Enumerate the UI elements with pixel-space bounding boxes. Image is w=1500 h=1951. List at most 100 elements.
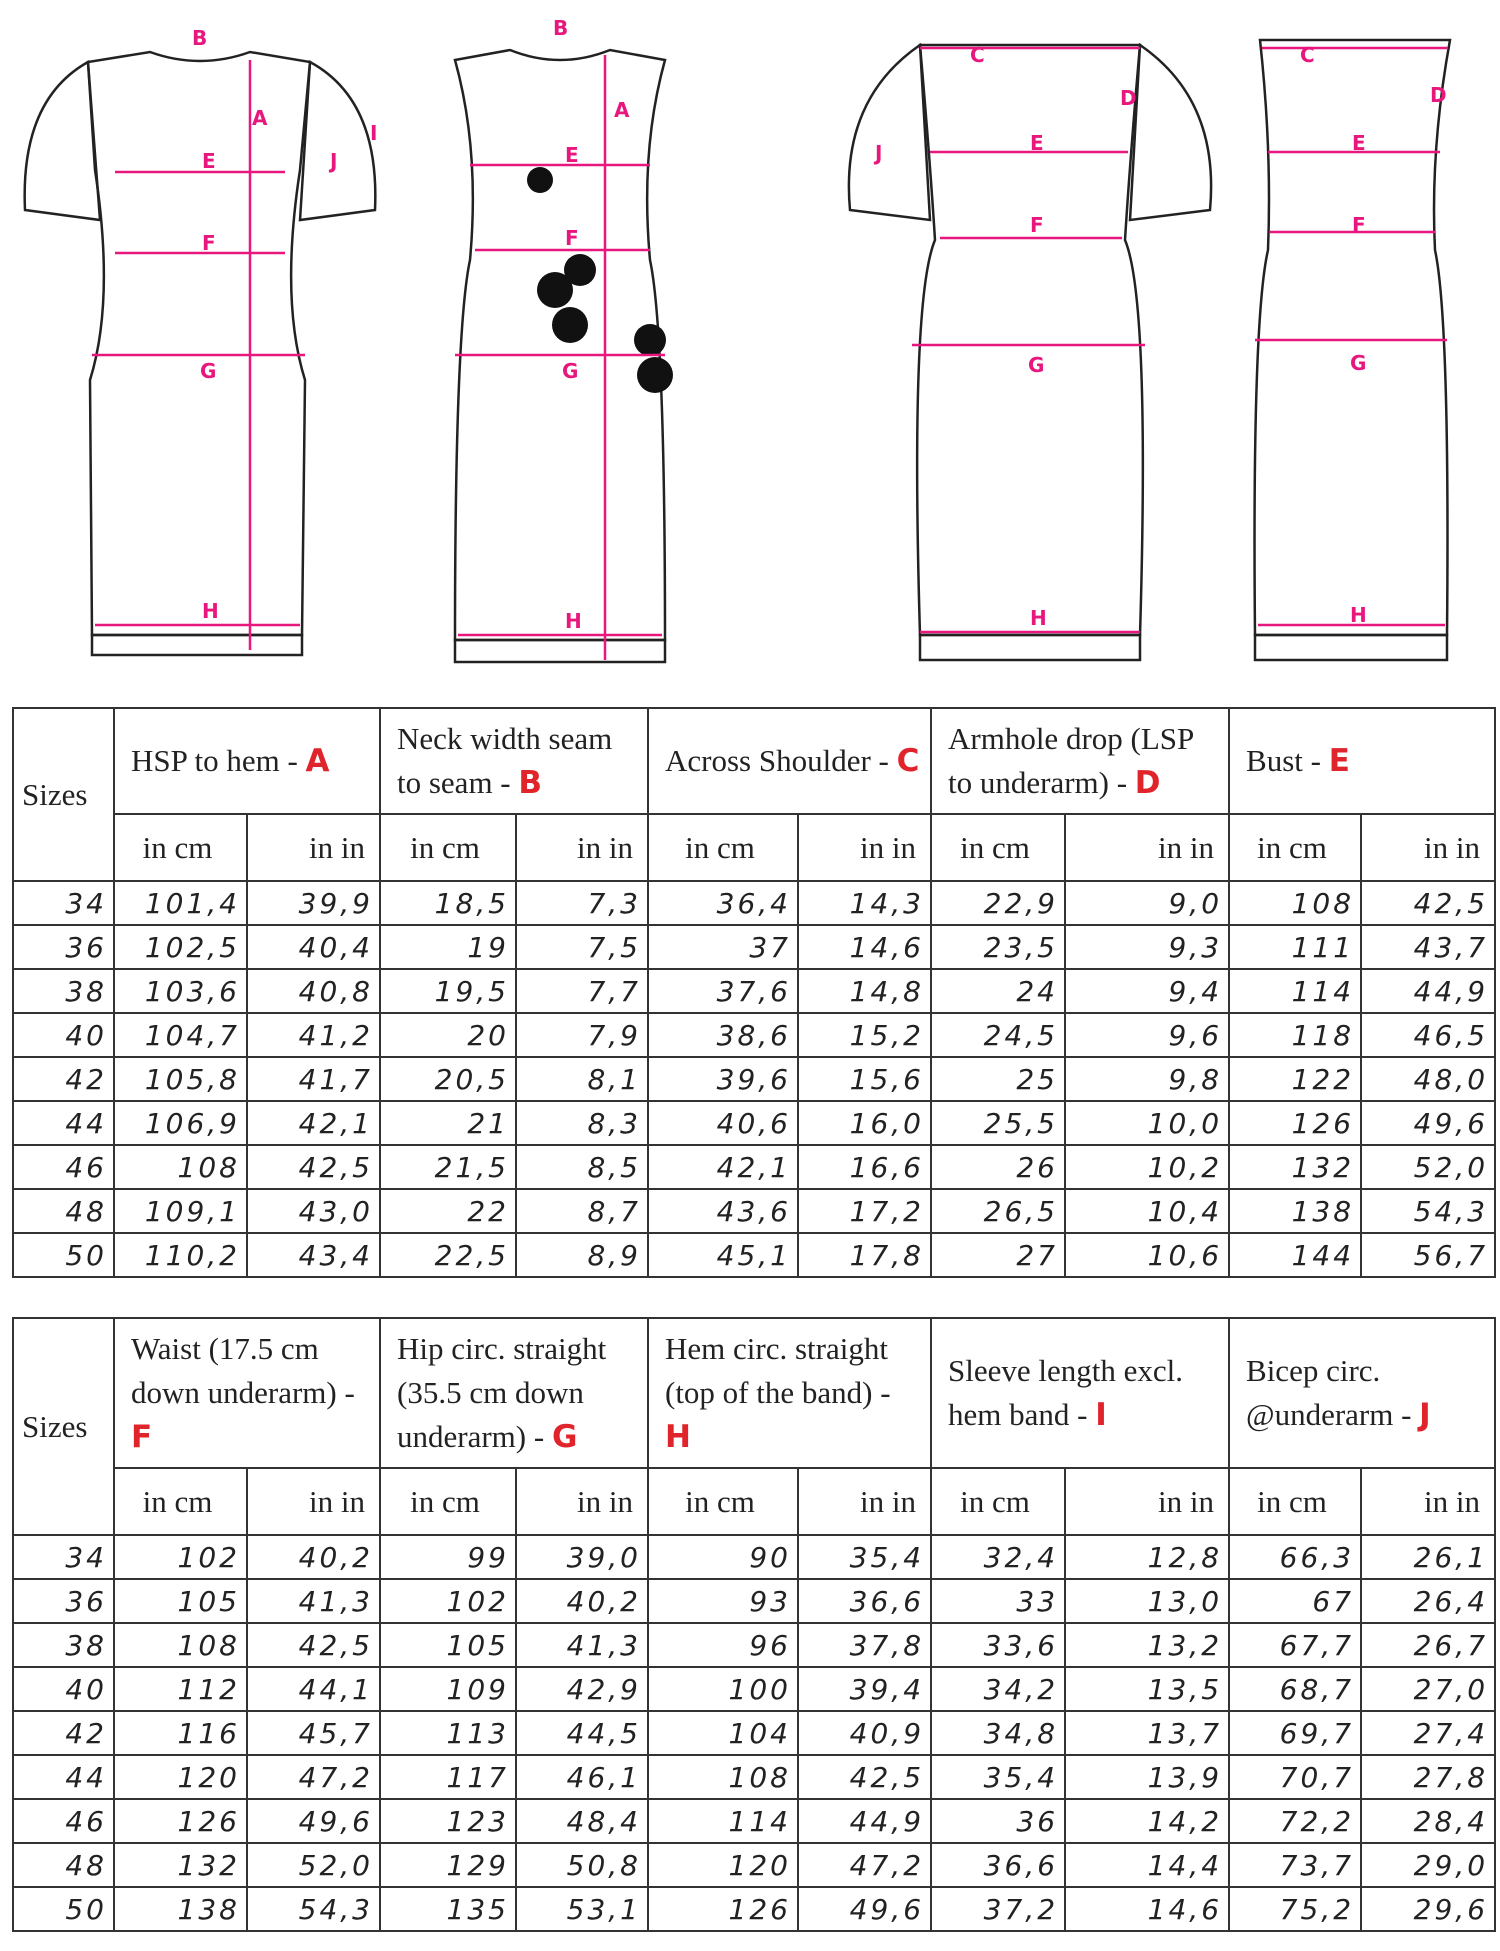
value-cell: 42,5 [796,1754,933,1800]
value-cell: 32,4 [930,1534,1067,1580]
value-cell: 9,8 [1063,1056,1231,1102]
value-cell: 102,5 [113,924,248,970]
unit-in: in in [796,1467,933,1536]
svg-text:H: H [202,599,219,623]
value-cell: 105,8 [113,1056,248,1102]
svg-text:G: G [1350,351,1366,375]
svg-text:E: E [1352,131,1366,155]
value-cell: 16,0 [797,1100,932,1146]
measurement-letter: H [665,1419,691,1455]
value-cell: 27,4 [1360,1710,1497,1756]
value-cell: 8,9 [515,1232,649,1278]
value-cell: 96 [647,1622,799,1668]
sizes-header: Sizes [12,707,115,882]
column-header: Bicep circ. @underarm - J [1228,1317,1497,1469]
size-cell: 48 [12,1842,115,1888]
value-cell: 26,5 [930,1188,1066,1234]
value-cell: 13,5 [1064,1666,1231,1712]
unit-cm: in cm [1228,1467,1363,1536]
value-cell: 20 [379,1012,517,1058]
value-cell: 118 [1228,1012,1363,1058]
value-cell: 103,6 [113,968,248,1014]
value-cell: 69,7 [1228,1710,1363,1756]
table-row: 40 104,7 41,2 20 7,9 38,6 15,2 24,5 9,6 118 46,5 [12,1012,1497,1058]
measurement-letter: C [896,743,920,779]
value-cell: 122 [1228,1056,1363,1102]
unit-cm: in cm [1228,813,1363,882]
measurement-letter: G [551,1419,578,1455]
measurement-letters: B A E F G H I J B A E F G H C D E F G H J C D E F G H [192,16,1447,633]
value-cell: 40,9 [796,1710,933,1756]
value-cell: 126 [113,1798,248,1844]
svg-text:C: C [970,43,985,67]
table-row: 36 105 41,3 102 40,2 93 36,6 33 13,0 67 26,4 [12,1578,1497,1624]
size-cell: 40 [12,1012,115,1058]
measurement-letter: F [131,1419,153,1455]
value-cell: 8,1 [515,1056,649,1102]
value-cell: 7,7 [515,968,649,1014]
svg-text:J: J [328,149,337,173]
value-cell: 13,0 [1064,1578,1231,1624]
value-cell: 7,9 [515,1012,649,1058]
column-header: Hip circ. straight (35.5 cm down underar… [379,1317,649,1469]
value-cell: 22,9 [930,880,1066,926]
measurement-letter: B [518,765,543,801]
table-row: 50 110,2 43,4 22,5 8,9 45,1 17,8 27 10,6 144 56,7 [12,1232,1497,1278]
value-cell: 47,2 [246,1754,381,1800]
table-row: 38 108 42,5 105 41,3 96 37,8 33,6 13,2 67,7 26,7 [12,1622,1497,1668]
value-cell: 36,6 [930,1842,1067,1888]
value-cell: 35,4 [796,1534,933,1580]
measurement-letter: E [1328,743,1350,779]
svg-text:B: B [192,26,207,50]
value-cell: 20,5 [379,1056,517,1102]
svg-text:E: E [202,149,216,173]
value-cell: 36,4 [647,880,799,926]
svg-text:H: H [565,609,582,633]
value-cell: 22 [379,1188,517,1234]
measurement-lines [92,46,1448,660]
value-cell: 37,2 [930,1886,1067,1932]
value-cell: 23,5 [930,924,1066,970]
value-cell: 16,6 [797,1144,932,1190]
value-cell: 14,6 [1064,1886,1231,1932]
value-cell: 15,6 [797,1056,932,1102]
svg-text:A: A [614,98,630,122]
value-cell: 49,6 [246,1798,381,1844]
value-cell: 120 [113,1754,248,1800]
value-cell: 116 [113,1710,248,1756]
value-cell: 100 [647,1666,799,1712]
svg-text:G: G [562,359,578,383]
value-cell: 10,4 [1063,1188,1231,1234]
value-cell: 8,5 [515,1144,649,1190]
value-cell: 27,0 [1360,1666,1497,1712]
value-cell: 21,5 [379,1144,517,1190]
value-cell: 37 [647,924,799,970]
value-cell: 109,1 [113,1188,248,1234]
value-cell: 111 [1228,924,1363,970]
svg-text:E: E [565,143,579,167]
value-cell: 102 [113,1534,248,1580]
value-cell: 108 [647,1754,799,1800]
svg-text:E: E [1030,131,1044,155]
value-cell: 36 [930,1798,1067,1844]
unit-in: in in [515,813,649,882]
size-cell: 44 [12,1754,115,1800]
value-cell: 27,8 [1360,1754,1497,1800]
value-cell: 68,7 [1228,1666,1363,1712]
value-cell: 14,6 [797,924,932,970]
value-cell: 90 [647,1534,799,1580]
size-table-1: Sizes HSP to hem - A Neck width seam to se… [12,707,1497,1278]
value-cell: 135 [379,1886,517,1932]
value-cell: 72,2 [1228,1798,1363,1844]
value-cell: 9,0 [1063,880,1231,926]
dress-front-sleeveless-floral [453,48,667,664]
value-cell: 132 [1228,1144,1363,1190]
value-cell: 27 [930,1232,1066,1278]
size-cell: 48 [12,1188,115,1234]
value-cell: 105 [113,1578,248,1624]
value-cell: 37,8 [796,1622,933,1668]
value-cell: 39,9 [246,880,381,926]
size-cell: 46 [12,1144,115,1190]
value-cell: 114 [1228,968,1363,1014]
value-cell: 8,7 [515,1188,649,1234]
